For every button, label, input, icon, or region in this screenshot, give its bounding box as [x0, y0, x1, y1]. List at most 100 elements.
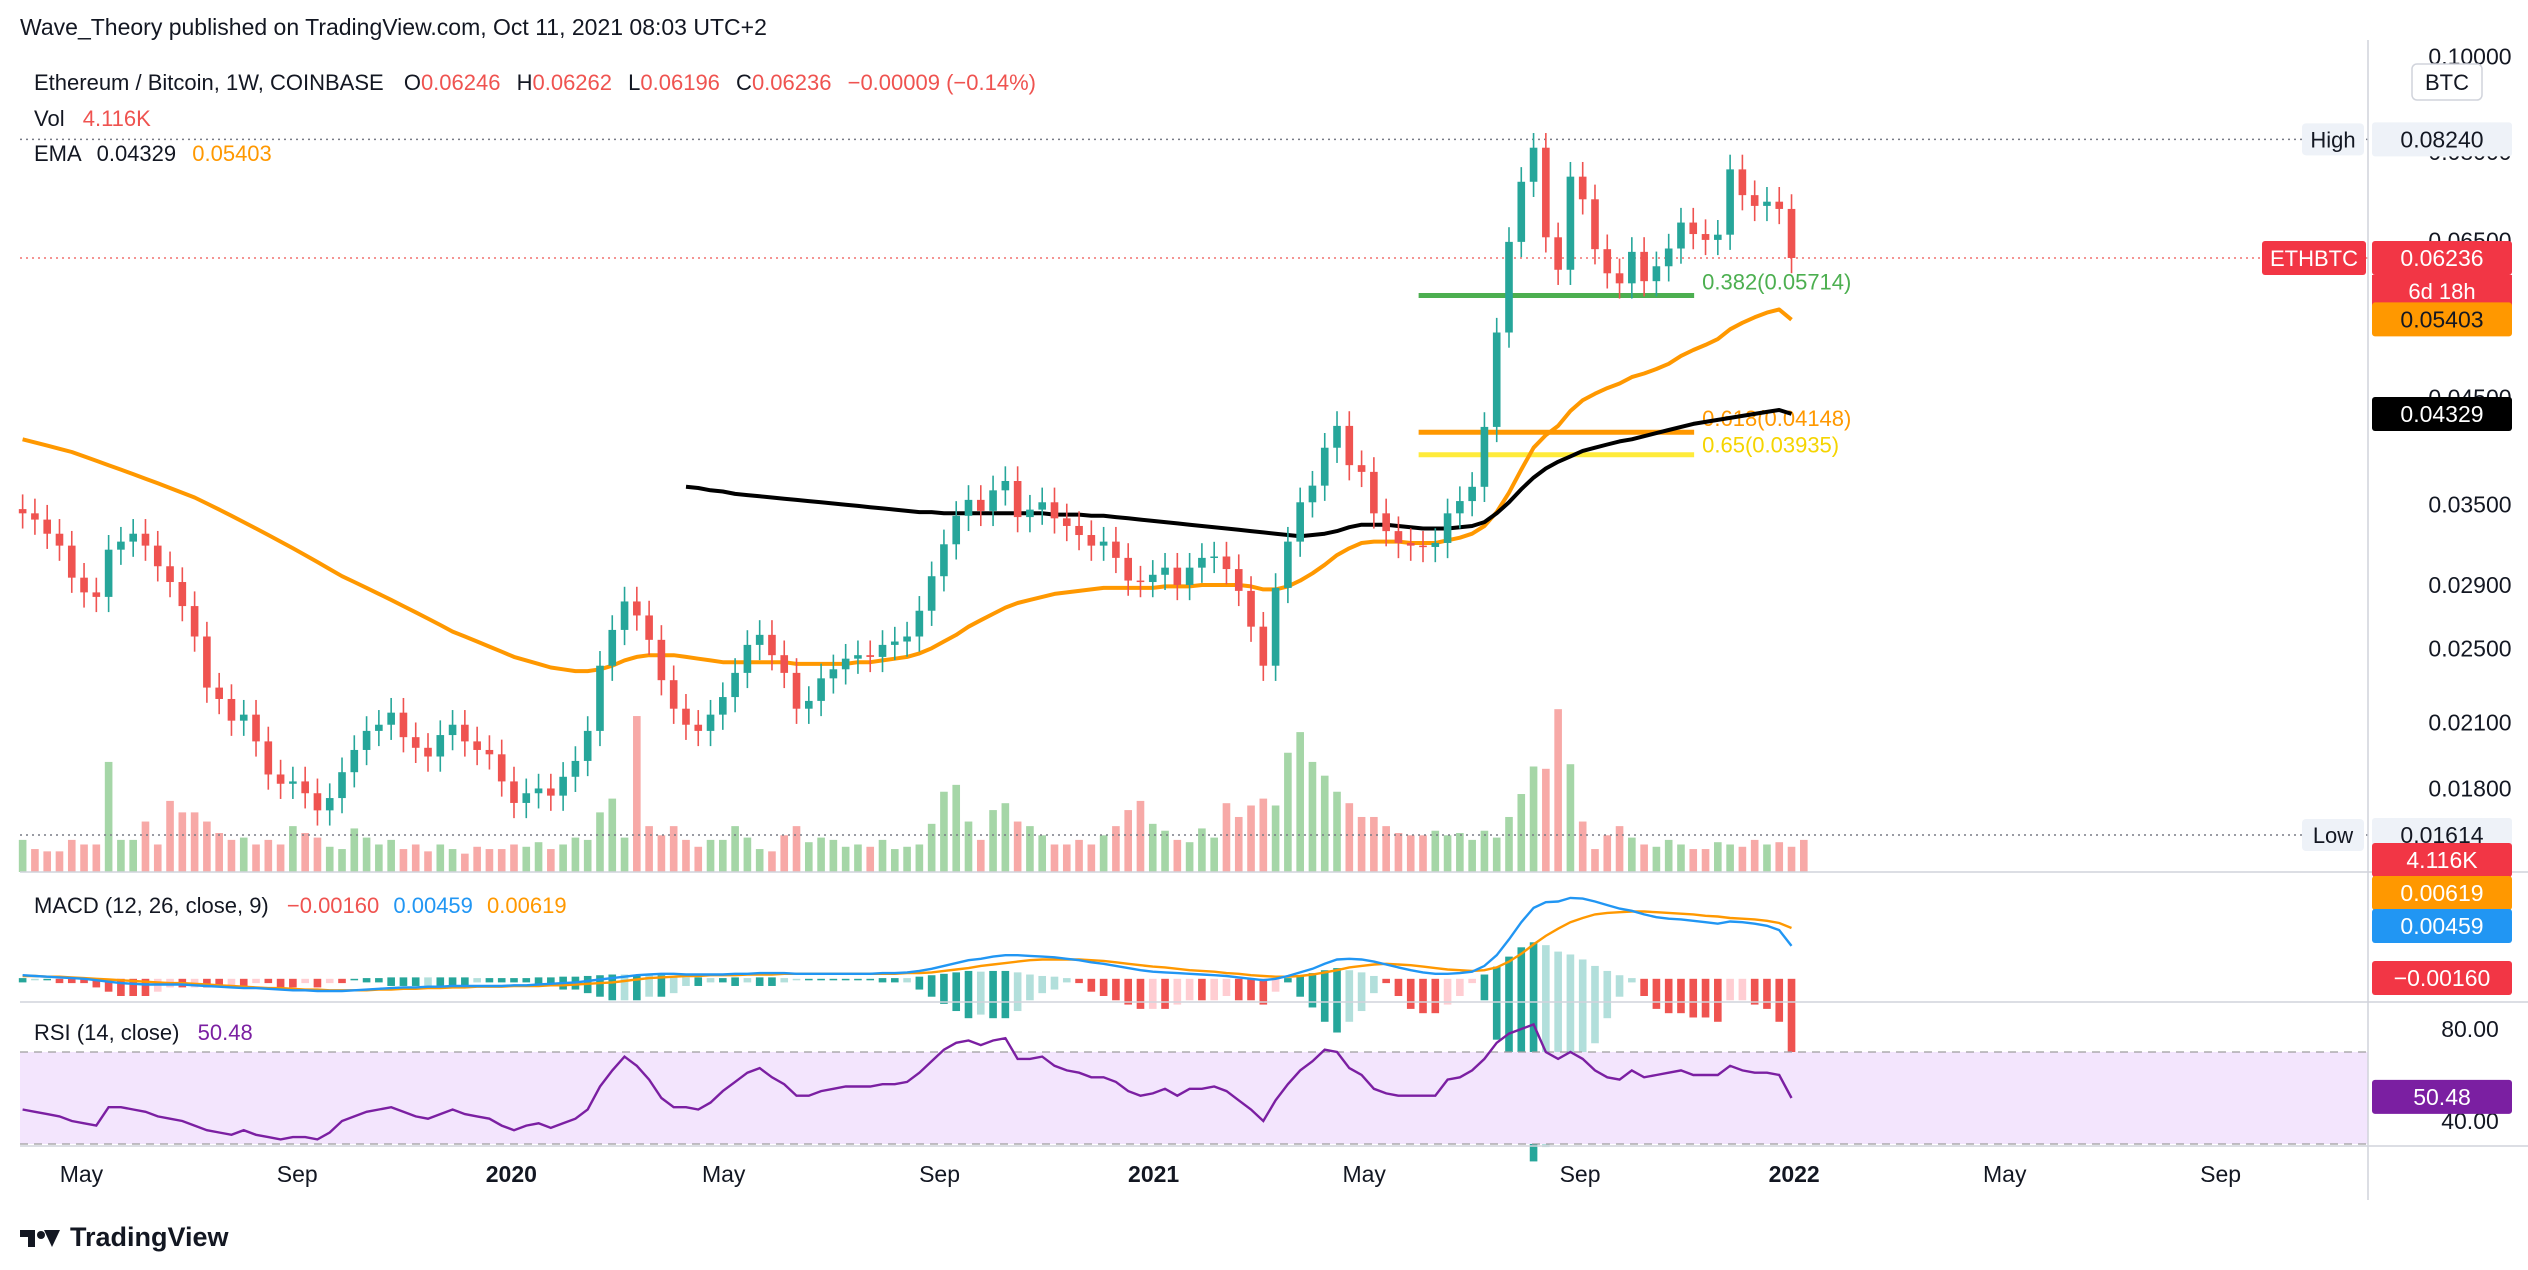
candle-body	[485, 749, 494, 755]
volume-bar	[325, 846, 334, 872]
macd-hist-bar	[829, 978, 838, 981]
volume-bar	[657, 835, 666, 872]
volume-bar	[964, 821, 973, 872]
volume-bar	[952, 784, 961, 872]
candle-body	[239, 714, 248, 721]
volume-bar	[792, 826, 801, 872]
macd-hist-bar	[1099, 978, 1108, 996]
candle-body	[473, 741, 481, 750]
candle-body	[1603, 249, 1612, 274]
volume-bar	[80, 844, 88, 872]
volume-bar	[1787, 846, 1796, 872]
macd-hist-bar	[1628, 978, 1636, 983]
candle-body	[534, 788, 543, 794]
candle-body	[669, 680, 678, 709]
candle-body	[1222, 556, 1231, 570]
volume-bar	[1701, 849, 1710, 872]
candle-body	[952, 515, 961, 545]
macd-hist-bar	[1714, 978, 1722, 1022]
macd-hist-bar	[1271, 978, 1280, 992]
high-low-lines: High Low	[20, 123, 2368, 852]
macd-hist-bar	[620, 974, 629, 1001]
volume-bar	[1357, 816, 1366, 872]
candle-body	[1542, 147, 1550, 238]
candle-body	[1468, 486, 1476, 502]
candle-body	[1370, 471, 1378, 514]
candle-body	[1382, 513, 1390, 532]
candle-body	[436, 735, 445, 757]
candle-body	[854, 655, 862, 659]
time-tick-label: 2020	[486, 1161, 537, 1187]
macd-hist-bar	[706, 978, 715, 983]
open-label: O	[403, 70, 421, 95]
macd-hist-bar	[694, 977, 703, 986]
volume-bar	[153, 844, 162, 872]
candle-body	[424, 747, 432, 757]
volume-bar	[1689, 849, 1698, 872]
macd-hist-bar	[92, 978, 101, 988]
candle-body	[1050, 502, 1059, 519]
macd-hist-bar	[890, 978, 899, 983]
macd-hist-bar	[633, 974, 641, 1001]
macd-hist-bar	[596, 975, 604, 997]
candle-body	[67, 545, 76, 578]
candle-body	[1480, 426, 1489, 487]
tradingview-logo-icon	[20, 1227, 60, 1249]
macd-hist-bar	[1370, 975, 1378, 994]
volume-bar	[927, 823, 936, 872]
macd-legend: MACD (12, 26, close, 9) −0.00160 0.00459…	[34, 893, 567, 919]
candle-body	[964, 499, 973, 516]
volume-bar	[448, 849, 457, 872]
macd-hist-bar	[1148, 978, 1157, 1009]
volume-value: 4.116K	[82, 106, 151, 131]
macd-signal-badge-bg	[2372, 876, 2512, 910]
candle-body	[166, 566, 174, 583]
fib-levels: 0.382(0.05714)0.618(0.04148)0.65(0.03935…	[1418, 270, 1851, 458]
macd-hist-bar	[1456, 978, 1464, 996]
volume-bar	[706, 839, 715, 872]
volume-bar	[1677, 844, 1685, 872]
candle-body	[252, 714, 260, 742]
macd-hist-bar	[1652, 978, 1661, 1009]
macd-hist-bar	[104, 978, 113, 992]
macd-hist-bar	[1234, 978, 1243, 1001]
volume-bar	[890, 849, 899, 872]
high-value-badge: 0.08240	[2400, 126, 2483, 152]
macd-hist-bar	[203, 978, 211, 988]
macd-hist-bar	[1333, 968, 1341, 1033]
time-tick-label: Sep	[2200, 1161, 2241, 1187]
price-badge: 0.06236	[2400, 245, 2483, 271]
candle-body	[657, 639, 666, 681]
candle-body	[1333, 425, 1341, 448]
macd-hist-bar	[866, 978, 875, 981]
time-tick-label: May	[702, 1161, 746, 1187]
candle-body	[362, 730, 371, 750]
volume-bar	[424, 851, 432, 872]
volume-bar	[1664, 839, 1673, 872]
tradingview-brand[interactable]: TradingView	[20, 1222, 229, 1253]
rsi-tick-label: 80.00	[2441, 1016, 2499, 1042]
candle-body	[1701, 234, 1710, 240]
candle-body	[1714, 234, 1722, 240]
volume-bar	[1529, 766, 1538, 872]
macd-hist-bar	[1480, 974, 1489, 1001]
ema-legend: EMA 0.04329 0.05403	[34, 141, 272, 167]
macd-hist-bar	[117, 978, 125, 996]
macd-hist-bar	[1726, 978, 1734, 1001]
time-tick-label: 2021	[1128, 1161, 1179, 1187]
price-tick-label: 0.01800	[2428, 775, 2511, 801]
macd-hist-bar	[780, 978, 789, 983]
volume-bar	[620, 837, 629, 872]
macd-hist-bar	[952, 972, 961, 1012]
macd-hist-bar	[915, 976, 924, 990]
volume-bar	[743, 837, 752, 872]
macd-hist-bar	[461, 977, 469, 986]
volume-bar	[989, 810, 997, 872]
volume-bar	[387, 839, 395, 872]
macd-hist-bar	[1431, 978, 1440, 1014]
time-tick-label: Sep	[1560, 1161, 1601, 1187]
ema-fast-line	[22, 307, 1793, 674]
candle-body	[1578, 176, 1587, 200]
macd-hist-bar	[1554, 951, 1562, 1115]
macd-hist-bar	[276, 978, 285, 988]
